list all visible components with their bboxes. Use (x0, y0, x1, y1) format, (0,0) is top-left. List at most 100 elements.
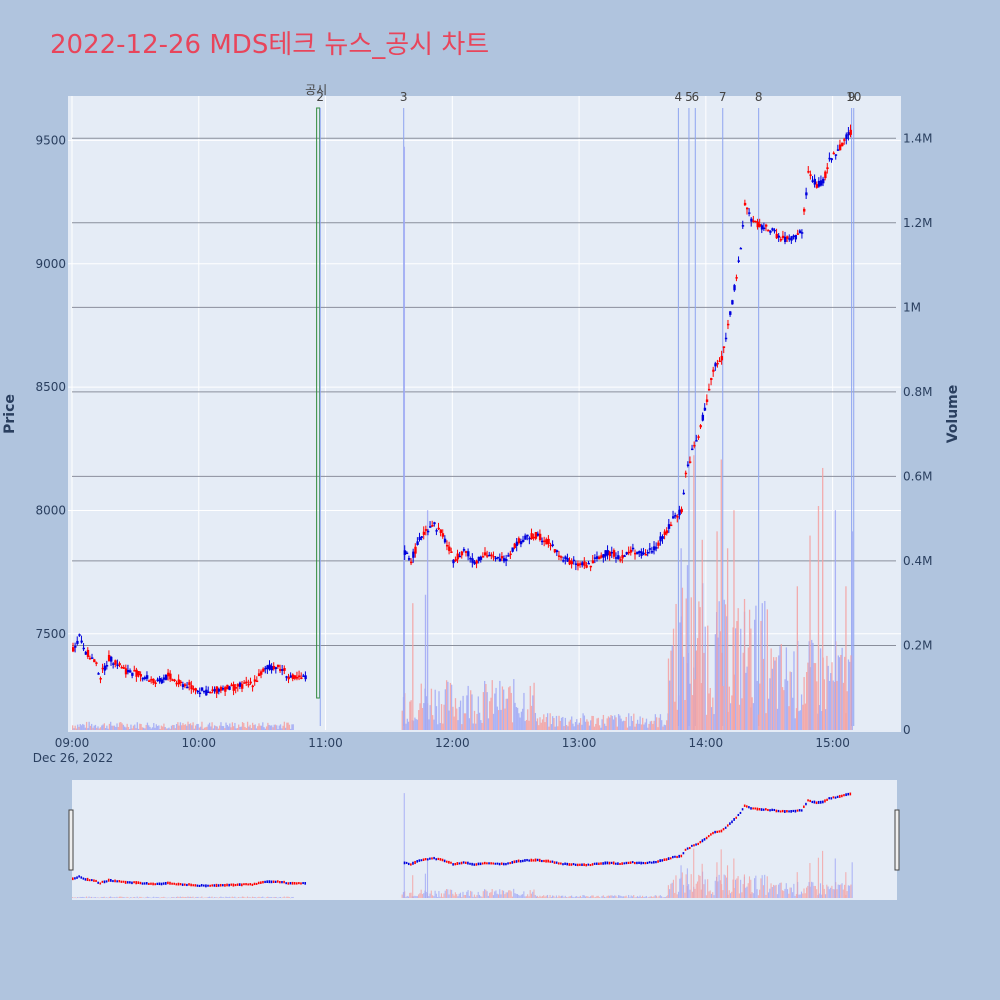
volume-bar (182, 723, 184, 730)
mini-candle (171, 882, 173, 885)
mini-candle (642, 861, 645, 865)
volume-bar (799, 710, 801, 730)
mini-candle (786, 810, 788, 813)
volume-bar (812, 642, 814, 730)
mini-candle (800, 809, 803, 812)
mini-volume-bar (793, 883, 795, 898)
main-plot-area[interactable] (68, 96, 901, 732)
mini-volume-bar (486, 891, 488, 898)
volume-bar (160, 725, 163, 730)
volume-bar (428, 719, 430, 730)
range-slider-right-handle[interactable] (894, 809, 900, 871)
volume-bar (576, 719, 578, 730)
mini-candle (745, 805, 748, 808)
volume-bar (268, 724, 270, 730)
volume-bar (666, 720, 668, 730)
volume-bar (112, 725, 114, 730)
volume-bar (713, 714, 715, 730)
volume-bar (696, 638, 699, 730)
mini-volume-bar (828, 889, 830, 898)
candle-body (847, 132, 850, 136)
mini-candle (762, 808, 765, 811)
volume-bar (445, 680, 448, 730)
volume-bar (686, 565, 689, 730)
mini-volume-bar (693, 848, 695, 898)
volume-bar (205, 727, 207, 730)
range-slider[interactable] (72, 780, 897, 900)
mini-volume-bar (666, 896, 668, 898)
mini-volume-bar (659, 895, 661, 898)
mini-volume-bar (74, 897, 76, 898)
candle-body (141, 677, 145, 680)
mini-candle (494, 862, 497, 865)
volume-bar (435, 706, 438, 730)
mini-candle (431, 857, 433, 860)
mini-candle (534, 858, 537, 862)
mini-volume-bar (201, 896, 203, 898)
candle-body (80, 640, 83, 643)
volume-bar (489, 701, 491, 730)
volume-bar (674, 701, 676, 730)
volume-bar (726, 616, 728, 730)
volume-bar (458, 706, 460, 730)
volume-bar (736, 621, 738, 730)
candle-body (817, 180, 821, 187)
volume-bar (495, 687, 497, 730)
mini-volume-bar (433, 896, 435, 898)
candle-body (281, 669, 284, 671)
volume-bar (747, 647, 749, 730)
candle-body (145, 675, 149, 679)
candle-body (769, 230, 772, 233)
volume-bar (567, 726, 569, 730)
mini-volume-bar (817, 857, 819, 898)
volume-bar (282, 725, 284, 730)
volume-bar (88, 721, 90, 730)
mini-candle (162, 882, 165, 885)
event-markers: 공시2 3 4 56 7 8 910 (305, 83, 861, 726)
mini-volume-bar (800, 891, 803, 898)
volume-bar (510, 692, 512, 730)
volume-bar (406, 718, 408, 730)
mini-volume-bar (470, 890, 472, 898)
mini-volume-bar (538, 897, 540, 898)
volume-bar (529, 685, 531, 730)
candle-body (207, 691, 210, 694)
volume-bar (125, 727, 127, 730)
mini-volume-bar (508, 890, 510, 898)
range-slider-left-handle[interactable] (68, 809, 74, 871)
volume-bar (107, 728, 109, 730)
candle-body (674, 515, 677, 517)
volume-bar (501, 686, 504, 730)
mini-volume-bar (82, 896, 84, 898)
mini-volume-bar (821, 894, 823, 898)
volume-bar (73, 728, 75, 730)
mini-candle (756, 807, 759, 811)
volume-bar (243, 723, 245, 730)
candle-body (669, 524, 673, 527)
candle-body (826, 167, 829, 170)
mini-candle (194, 884, 197, 887)
mini-volume-bar (94, 897, 96, 898)
mini-volume-bar (409, 892, 411, 898)
volume-bar (819, 648, 822, 730)
mini-candle (76, 876, 78, 879)
volume-bar (196, 724, 198, 730)
mini-volume-bar (780, 882, 782, 898)
mini-candle (822, 800, 824, 804)
candle-body (627, 551, 631, 554)
volume-bar (535, 721, 538, 730)
mini-volume-bar (101, 897, 103, 898)
mini-volume-bar (496, 893, 498, 898)
volume-bar (661, 720, 663, 730)
mini-candle (281, 881, 283, 884)
mini-volume-bar (197, 896, 199, 898)
volume-bar (244, 726, 246, 730)
mini-volume-bar (752, 893, 754, 898)
mini-candle (293, 882, 296, 885)
mini-volume-bar (754, 878, 756, 898)
mini-volume-bar (452, 893, 454, 898)
mini-volume-bar (434, 890, 436, 898)
volume-bar (703, 652, 705, 730)
volume-bar (557, 726, 559, 730)
